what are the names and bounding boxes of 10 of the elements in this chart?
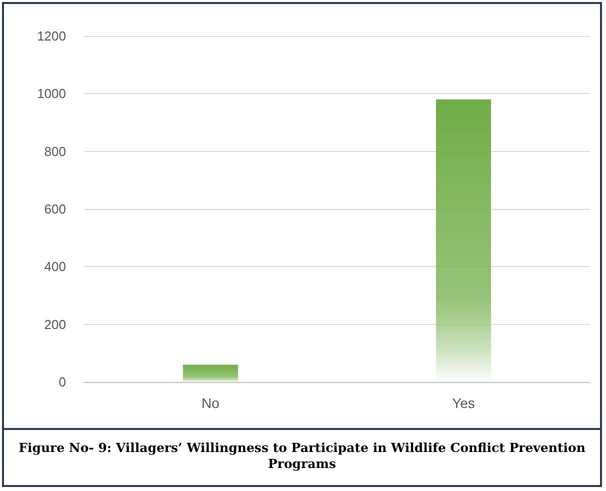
text: Figure No- 9: Villagers’ Willingness to Participate in Wildlife Conflict Prevention Programs [4,428,600,485]
y-tick-label: 0 [58,374,66,390]
y-tick-label: 400 [44,259,66,274]
y-tick-label: 1200 [37,28,66,44]
y-tick-label: 1000 [37,86,66,102]
y-tick-label: 600 [44,202,66,216]
y-tick-label: 200 [44,316,66,332]
x-tick-label: No [202,395,220,411]
y-tick-label: 800 [44,144,66,159]
x-tick-label: Yes [452,395,475,411]
